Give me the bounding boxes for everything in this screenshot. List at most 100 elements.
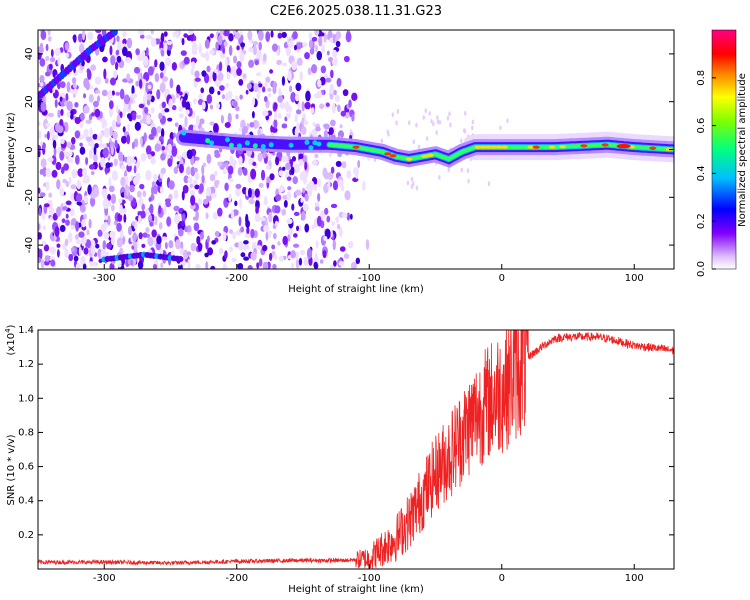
spectrogram-noise-cell: [328, 56, 334, 63]
spectrogram-noise-cell: [209, 49, 215, 55]
spectrogram-noise-cell: [261, 86, 266, 93]
spectrogram-noise-cell: [316, 91, 322, 99]
spectrogram-noise-cell: [81, 219, 87, 228]
spectrogram-noise-cell: [126, 155, 133, 167]
colorbar-ticks: 0.0 0.2 0.4 0.6 0.8: [696, 70, 716, 277]
spectrogram-noise-cell: [168, 98, 174, 109]
spectrogram-noise-cell: [131, 85, 135, 96]
spectrogram-noise-cell: [327, 179, 331, 191]
spectrogram-noise-cell: [254, 213, 261, 223]
spectrogram-noise-cell: [262, 53, 267, 62]
spectrogram-noise-cell: [66, 100, 73, 111]
spectrogram-noise-cell: [75, 221, 80, 232]
spectrogram-noise-cell: [198, 93, 203, 100]
spectrogram-noise-cell: [206, 94, 213, 104]
spectrogram-noise-cell: [57, 56, 61, 66]
snr-x-tick-label: -300: [93, 573, 116, 584]
spectrogram-noise-cell: [114, 139, 118, 149]
spectrogram-noise-cell: [263, 95, 268, 102]
spectrogram-noise-cell: [306, 248, 313, 260]
snr-y-tick-label: 1.4: [18, 325, 34, 336]
spectrogram-noise-cell: [110, 55, 116, 66]
spectrogram-noise-cell: [126, 37, 133, 49]
spectrogram-noise-cell: [432, 121, 435, 127]
spectrogram-noise-cell: [92, 100, 99, 108]
spectrogram-noise-cell: [406, 180, 410, 186]
spectrogram-noise-cell: [302, 203, 309, 212]
spectrogram-noise-cell: [292, 176, 299, 185]
spectrogram-noise-cell: [123, 213, 127, 223]
spectrogram-noise-cell: [71, 169, 78, 179]
spectrogram-noise-cell: [181, 99, 187, 108]
spectrogram-noise-cell: [335, 160, 342, 167]
spectrogram-noise-cell: [286, 218, 293, 225]
spectrogram-noise-cell: [300, 210, 306, 221]
spectrogram-noise-cell: [209, 33, 214, 39]
spectrogram-x-tick-label: -300: [93, 273, 116, 284]
spectrogram-noise-cell: [323, 171, 330, 180]
spectrogram-noise-cell: [201, 101, 206, 110]
spectrogram-noise-cell: [412, 139, 415, 145]
spectrogram-noise-cell: [115, 104, 119, 113]
spectrogram-noise-cell: [265, 31, 271, 42]
spectrogram-noise-cell: [122, 38, 127, 45]
spectrogram-noise-cell: [291, 155, 297, 162]
spectrogram-noise-cell: [133, 138, 139, 148]
spectrogram-noise-cell: [154, 72, 160, 83]
spectrogram-noise-cell: [194, 172, 200, 181]
spectrogram-noise-cell: [68, 253, 74, 262]
spectrogram-noise-cell: [131, 141, 135, 150]
colorbar-tick-label: 0.6: [696, 118, 707, 134]
spectrogram-noise-cell: [133, 66, 141, 74]
spectrogram-ridge-hotspot: [580, 144, 588, 148]
spectrogram-noise-cell: [229, 246, 233, 253]
spectrogram-noise-cell: [236, 67, 242, 77]
spectrogram-noise-cell: [332, 33, 336, 40]
spectrogram-noise-cell: [214, 230, 220, 237]
spectrogram-noise-cell: [181, 151, 189, 159]
spectrogram-noise-cell: [130, 93, 138, 100]
spectrogram-noise-cell: [154, 143, 161, 152]
spectrogram-noise-cell: [83, 128, 89, 139]
spectrogram-noise-cell: [257, 245, 262, 250]
spectrogram-noise-cell: [68, 232, 73, 243]
spectrogram-noise-cell: [302, 42, 308, 47]
spectrogram-noise-cell: [194, 70, 200, 79]
spectrogram-noise-cell: [173, 132, 176, 138]
spectrogram-noise-cell: [173, 166, 179, 174]
spectrogram-noise-cell: [268, 230, 271, 239]
colorbar-tick-label: 0.8: [696, 70, 707, 86]
colorbar-gradient: [711, 29, 737, 270]
spectrogram-noise-cell: [125, 185, 129, 197]
spectrogram-noise-cell: [129, 259, 134, 266]
spectrogram-noise-cell: [242, 126, 248, 134]
spectrogram-noise-cell: [349, 213, 353, 220]
spectrogram-noise-cell: [43, 203, 50, 208]
spectrogram-noise-cell: [139, 34, 145, 39]
spectrogram-noise-cell: [207, 247, 214, 256]
spectrogram-noise-cell: [201, 164, 205, 176]
spectrogram-y-tick-label: -40: [24, 237, 35, 253]
spectrogram-ridge-blob: [316, 141, 322, 147]
spectrogram-noise-cell: [298, 153, 304, 160]
spectrogram-noise-cell: [133, 165, 137, 174]
spectrogram-noise-cell: [428, 111, 431, 116]
spectrogram-noise-cell: [178, 113, 184, 119]
spectrogram-noise-cell: [237, 167, 243, 176]
spectrogram-ridge-blob: [260, 144, 266, 150]
spectrogram-noise-cell: [258, 258, 263, 267]
spectrogram-ridge-hotspot: [479, 145, 487, 149]
spectrogram-noise-cell: [206, 65, 211, 73]
spectrogram-noise-cell: [235, 113, 239, 120]
spectrogram-noise-cell: [116, 35, 120, 42]
spectrogram-noise-cell: [306, 186, 313, 191]
spectrogram-noise-cell: [53, 134, 58, 140]
spectrogram-noise-cell: [254, 188, 260, 198]
spectrogram-noise-cell: [51, 155, 57, 166]
spectrogram-noise-cell: [167, 117, 173, 122]
spectrogram-noise-cell: [236, 61, 242, 69]
spectrogram-noise-cell: [48, 207, 55, 216]
spectrogram-ridge-blob: [312, 140, 318, 146]
spectrogram-noise-cell: [86, 229, 90, 236]
spectrogram-noise-cell: [287, 234, 291, 242]
